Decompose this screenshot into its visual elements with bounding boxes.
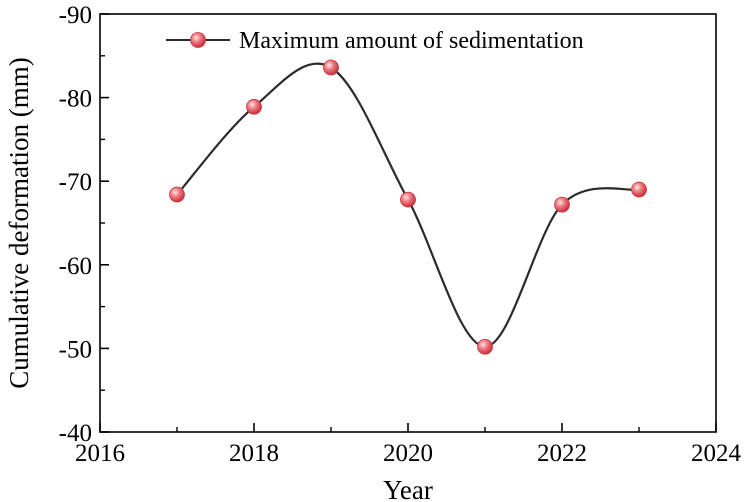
legend-marker-sample xyxy=(190,32,206,48)
series-layer xyxy=(169,59,647,355)
x-axis-label: Year xyxy=(383,475,433,502)
x-tick-label: 2024 xyxy=(691,440,742,467)
data-point xyxy=(477,338,493,355)
y-tick-label: -80 xyxy=(59,86,92,113)
data-point xyxy=(400,191,416,208)
x-tick-label: 2020 xyxy=(383,440,433,467)
x-tick-label: 2022 xyxy=(537,440,587,467)
data-point xyxy=(169,186,185,203)
plot-area xyxy=(99,13,717,433)
y-axis-label: Cumulative deformation (mm) xyxy=(4,57,34,388)
y-tick-label: -40 xyxy=(59,420,92,447)
y-tick-label: -60 xyxy=(59,253,92,280)
legend: Maximum amount of sedimentation xyxy=(166,28,584,54)
y-tick-label: -50 xyxy=(59,336,92,363)
data-point xyxy=(323,59,339,76)
y-tick-label: -90 xyxy=(59,2,92,29)
legend-label: Maximum amount of sedimentation xyxy=(239,28,584,54)
y-tick-label: -70 xyxy=(59,169,92,196)
data-point xyxy=(631,181,647,198)
x-axis-ticks: 2016 2018 2020 2022 2024 xyxy=(75,423,742,467)
x-tick-label: 2016 xyxy=(75,440,125,467)
y-axis-ticks: -40 -50 -60 -70 -80 -90 xyxy=(59,2,109,447)
data-point xyxy=(246,98,262,115)
x-tick-label: 2018 xyxy=(229,440,279,467)
data-point xyxy=(554,196,570,213)
